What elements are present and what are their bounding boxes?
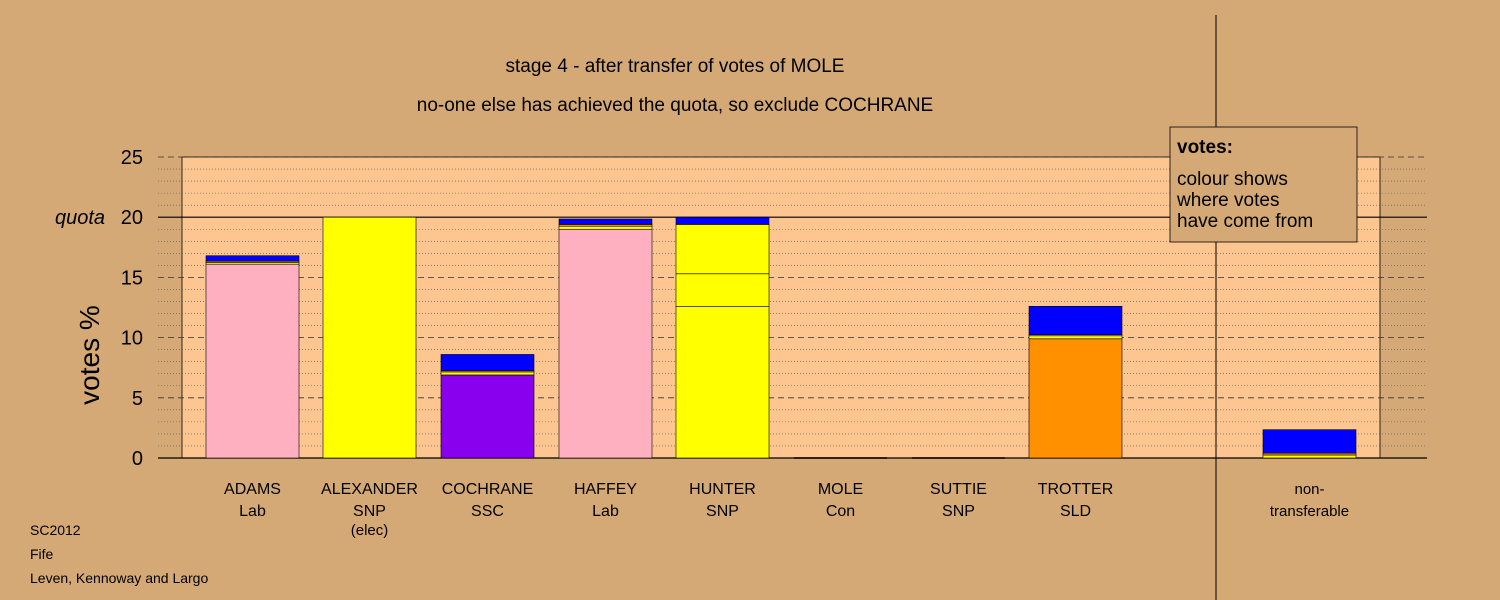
y-tick-label: 20 xyxy=(121,207,143,229)
bar-cochrane-segment xyxy=(440,374,535,459)
nontransferable-label: transferable xyxy=(1270,503,1349,520)
candidate-party-label: SNP xyxy=(706,503,739,520)
bar-cochrane-segment xyxy=(440,354,535,372)
bar-hunter-segment xyxy=(675,216,770,225)
candidate-party-label: SNP xyxy=(942,503,975,520)
bar-adams-segment xyxy=(205,263,300,459)
footer-election-code: SC2012 xyxy=(30,522,81,538)
candidate-party-label: SNP xyxy=(353,503,386,520)
bar-hunter-segment xyxy=(675,224,770,275)
legend-text: where votes xyxy=(1176,190,1279,211)
footer-council: Fife xyxy=(30,546,54,562)
bar-nontransferable-segment xyxy=(1262,429,1357,454)
y-tick-label: 0 xyxy=(132,448,143,470)
y-tick-label: 10 xyxy=(121,328,143,350)
bar-cochrane-segment xyxy=(440,371,535,376)
bar-alexander-segment xyxy=(322,216,417,459)
bar-haffey-segment xyxy=(558,218,653,225)
candidate-name-label: ADAMS xyxy=(224,481,281,498)
candidate-name-label: TROTTER xyxy=(1038,481,1114,498)
candidate-name-label: SUTTIE xyxy=(930,481,987,498)
candidate-name-label: HAFFEY xyxy=(574,481,637,498)
candidate-party-label: SLD xyxy=(1060,503,1091,520)
bar-adams-segment xyxy=(205,255,300,262)
y-axis-label: votes % xyxy=(74,305,105,405)
candidate-party-label: Lab xyxy=(239,503,266,520)
bar-haffey-segment xyxy=(558,228,653,459)
candidate-note-label: (elec) xyxy=(351,522,389,539)
legend-text: colour shows xyxy=(1177,169,1288,190)
candidate-party-label: Con xyxy=(826,503,855,520)
candidate-party-label: Lab xyxy=(592,503,619,520)
bar-haffey-segment xyxy=(558,225,653,230)
legend-box xyxy=(1169,126,1358,243)
candidate-name-label: COCHRANE xyxy=(442,481,534,498)
y-tick-label: 5 xyxy=(132,388,143,410)
nontransferable-label: non- xyxy=(1294,481,1324,498)
bar-trotter-segment xyxy=(1028,338,1123,459)
legend-title: votes: xyxy=(1177,137,1233,158)
legend-text: have come from xyxy=(1177,211,1313,232)
candidate-party-label: SSC xyxy=(471,503,504,520)
chart-title: stage 4 - after transfer of votes of MOL… xyxy=(506,56,845,77)
bar-hunter-segment xyxy=(675,305,770,459)
candidate-name-label: HUNTER xyxy=(689,481,756,498)
candidate-name-label: MOLE xyxy=(818,481,863,498)
y-tick-label: 25 xyxy=(121,147,143,169)
bar-trotter-segment xyxy=(1028,335,1123,340)
footer-ward: Leven, Kennoway and Largo xyxy=(30,570,209,586)
y-tick-label: 15 xyxy=(121,267,143,289)
candidate-name-label: ALEXANDER xyxy=(321,481,418,498)
quota-label: quota xyxy=(55,207,105,229)
chart-subtitle: no-one else has achieved the quota, so e… xyxy=(417,95,933,116)
bar-hunter-segment xyxy=(675,273,770,307)
bar-trotter-segment xyxy=(1028,305,1123,335)
bar-nontransferable-segment xyxy=(1262,454,1357,459)
